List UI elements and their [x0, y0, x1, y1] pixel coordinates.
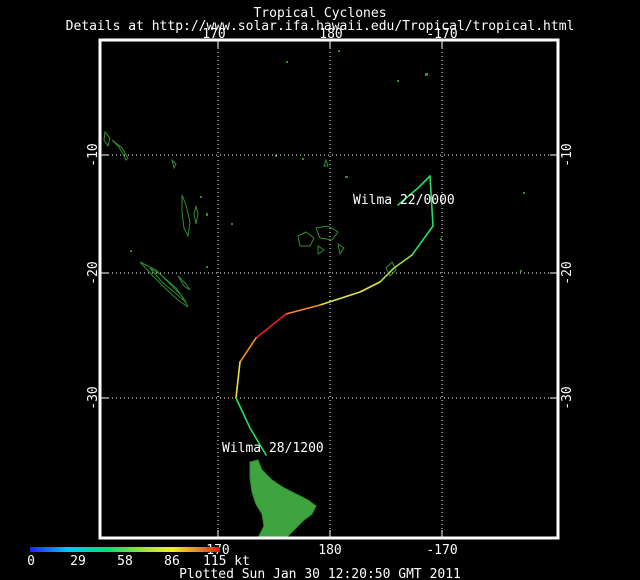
map-title: Tropical Cyclones	[253, 6, 386, 21]
legend-tick-58: 58	[117, 554, 133, 569]
track-segment-5	[285, 304, 321, 315]
storm-track-wilma	[235, 175, 434, 456]
island-new-caledonia-2	[149, 267, 187, 303]
legend-tick-0: 0	[27, 554, 35, 569]
ticks	[100, 40, 558, 538]
intensity-legend-bar	[30, 547, 220, 552]
track-segment-9	[235, 397, 267, 456]
lon-label-bottom-neg170: -170	[426, 543, 457, 558]
island-fiji-viti	[297, 231, 315, 247]
island-new-caledonia	[139, 261, 189, 308]
island-tuvalu	[323, 158, 329, 167]
lat-label-left-neg20: -20	[86, 261, 101, 284]
island-fiji-vanua	[315, 225, 339, 241]
island-vanuatu-2	[103, 130, 111, 148]
plot-frame	[98, 38, 560, 540]
legend-tick-86: 86	[164, 554, 180, 569]
track-segment-3	[379, 254, 413, 283]
island-vanuatu	[111, 139, 129, 161]
lat-label-left-neg10: -10	[86, 143, 101, 166]
lon-label-top-neg170: -170	[426, 27, 457, 42]
island-fiji-4	[337, 242, 345, 256]
track-segment-1	[397, 175, 431, 206]
lat-label-right-neg10: -10	[560, 143, 575, 166]
lat-label-right-neg20: -20	[560, 261, 575, 284]
storm-label-start: Wilma 22/0000	[353, 193, 455, 208]
land-masses	[103, 130, 397, 308]
plotted-timestamp: Plotted Sun Jan 30 12:20:50 GMT 2011	[179, 567, 461, 580]
track-segment-4	[319, 281, 381, 306]
details-url: Details at http://www.solar.ifa.hawaii.e…	[66, 19, 575, 34]
track-segment-6	[255, 313, 287, 339]
legend-tick-115: 115 kt	[203, 554, 250, 569]
land-specks	[130, 50, 525, 272]
legend-tick-29: 29	[70, 554, 86, 569]
lat-label-left-neg30: -30	[86, 386, 101, 409]
island-fiji-3	[317, 245, 325, 255]
lon-label-top-170: 170	[202, 27, 225, 42]
island-loyalty	[177, 275, 191, 291]
island-vanuatu-4	[193, 205, 199, 225]
storm-label-end: Wilma 28/1200	[222, 441, 324, 456]
lon-label-bottom-180: 180	[318, 543, 341, 558]
track-segment-8	[235, 361, 241, 399]
track-segment-2	[411, 175, 434, 256]
new-zealand-north-island	[249, 459, 317, 539]
grid	[100, 40, 558, 538]
lon-label-top-180: 180	[319, 27, 342, 42]
island-solomon	[171, 158, 177, 170]
island-vanuatu-3	[181, 194, 191, 238]
track-segment-7	[239, 337, 257, 363]
lat-label-right-neg30: -30	[560, 386, 575, 409]
